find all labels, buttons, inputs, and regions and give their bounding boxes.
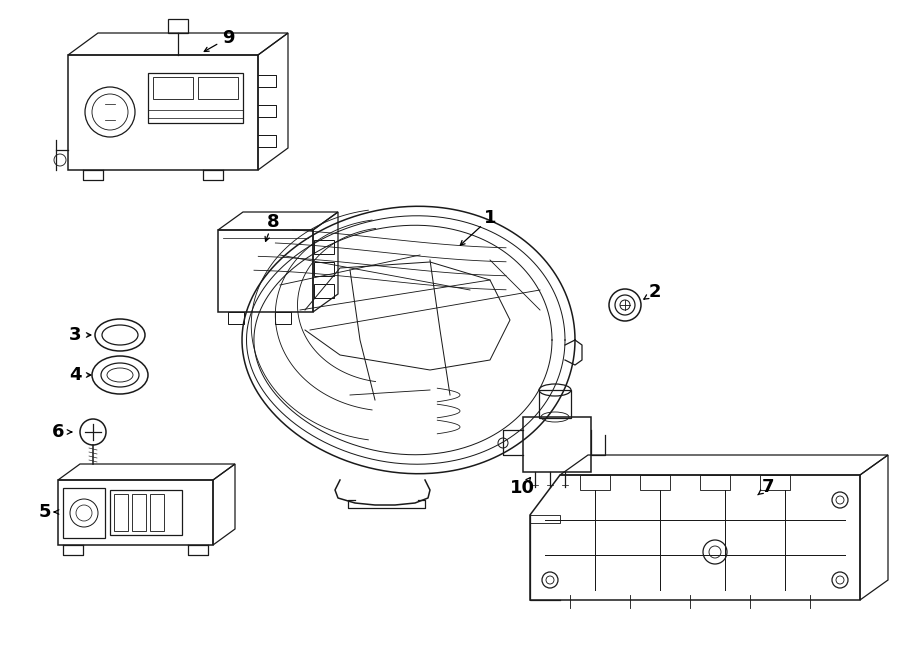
Text: 7: 7 xyxy=(761,478,774,496)
Bar xyxy=(314,262,334,276)
Text: 1: 1 xyxy=(484,209,496,227)
Bar xyxy=(760,475,790,490)
Bar xyxy=(132,494,146,531)
Bar xyxy=(153,77,193,99)
Bar xyxy=(150,494,164,531)
Text: 4: 4 xyxy=(68,366,81,384)
Bar xyxy=(198,77,238,99)
Bar xyxy=(314,240,334,254)
Text: 9: 9 xyxy=(221,29,234,47)
Bar xyxy=(523,417,591,472)
Bar xyxy=(580,475,610,490)
Bar xyxy=(539,390,571,418)
Text: 5: 5 xyxy=(39,503,51,521)
Text: 6: 6 xyxy=(52,423,64,441)
Bar xyxy=(275,312,291,324)
Bar xyxy=(148,73,243,123)
Bar xyxy=(114,494,128,531)
Bar xyxy=(63,488,105,538)
Text: 10: 10 xyxy=(509,479,535,497)
Text: 2: 2 xyxy=(649,283,662,301)
Bar xyxy=(110,490,182,535)
Text: 8: 8 xyxy=(266,213,279,231)
Bar xyxy=(228,312,244,324)
Bar xyxy=(640,475,670,490)
Bar xyxy=(314,284,334,298)
Text: 3: 3 xyxy=(68,326,81,344)
Bar xyxy=(168,19,188,33)
Bar xyxy=(700,475,730,490)
Bar xyxy=(530,515,560,523)
